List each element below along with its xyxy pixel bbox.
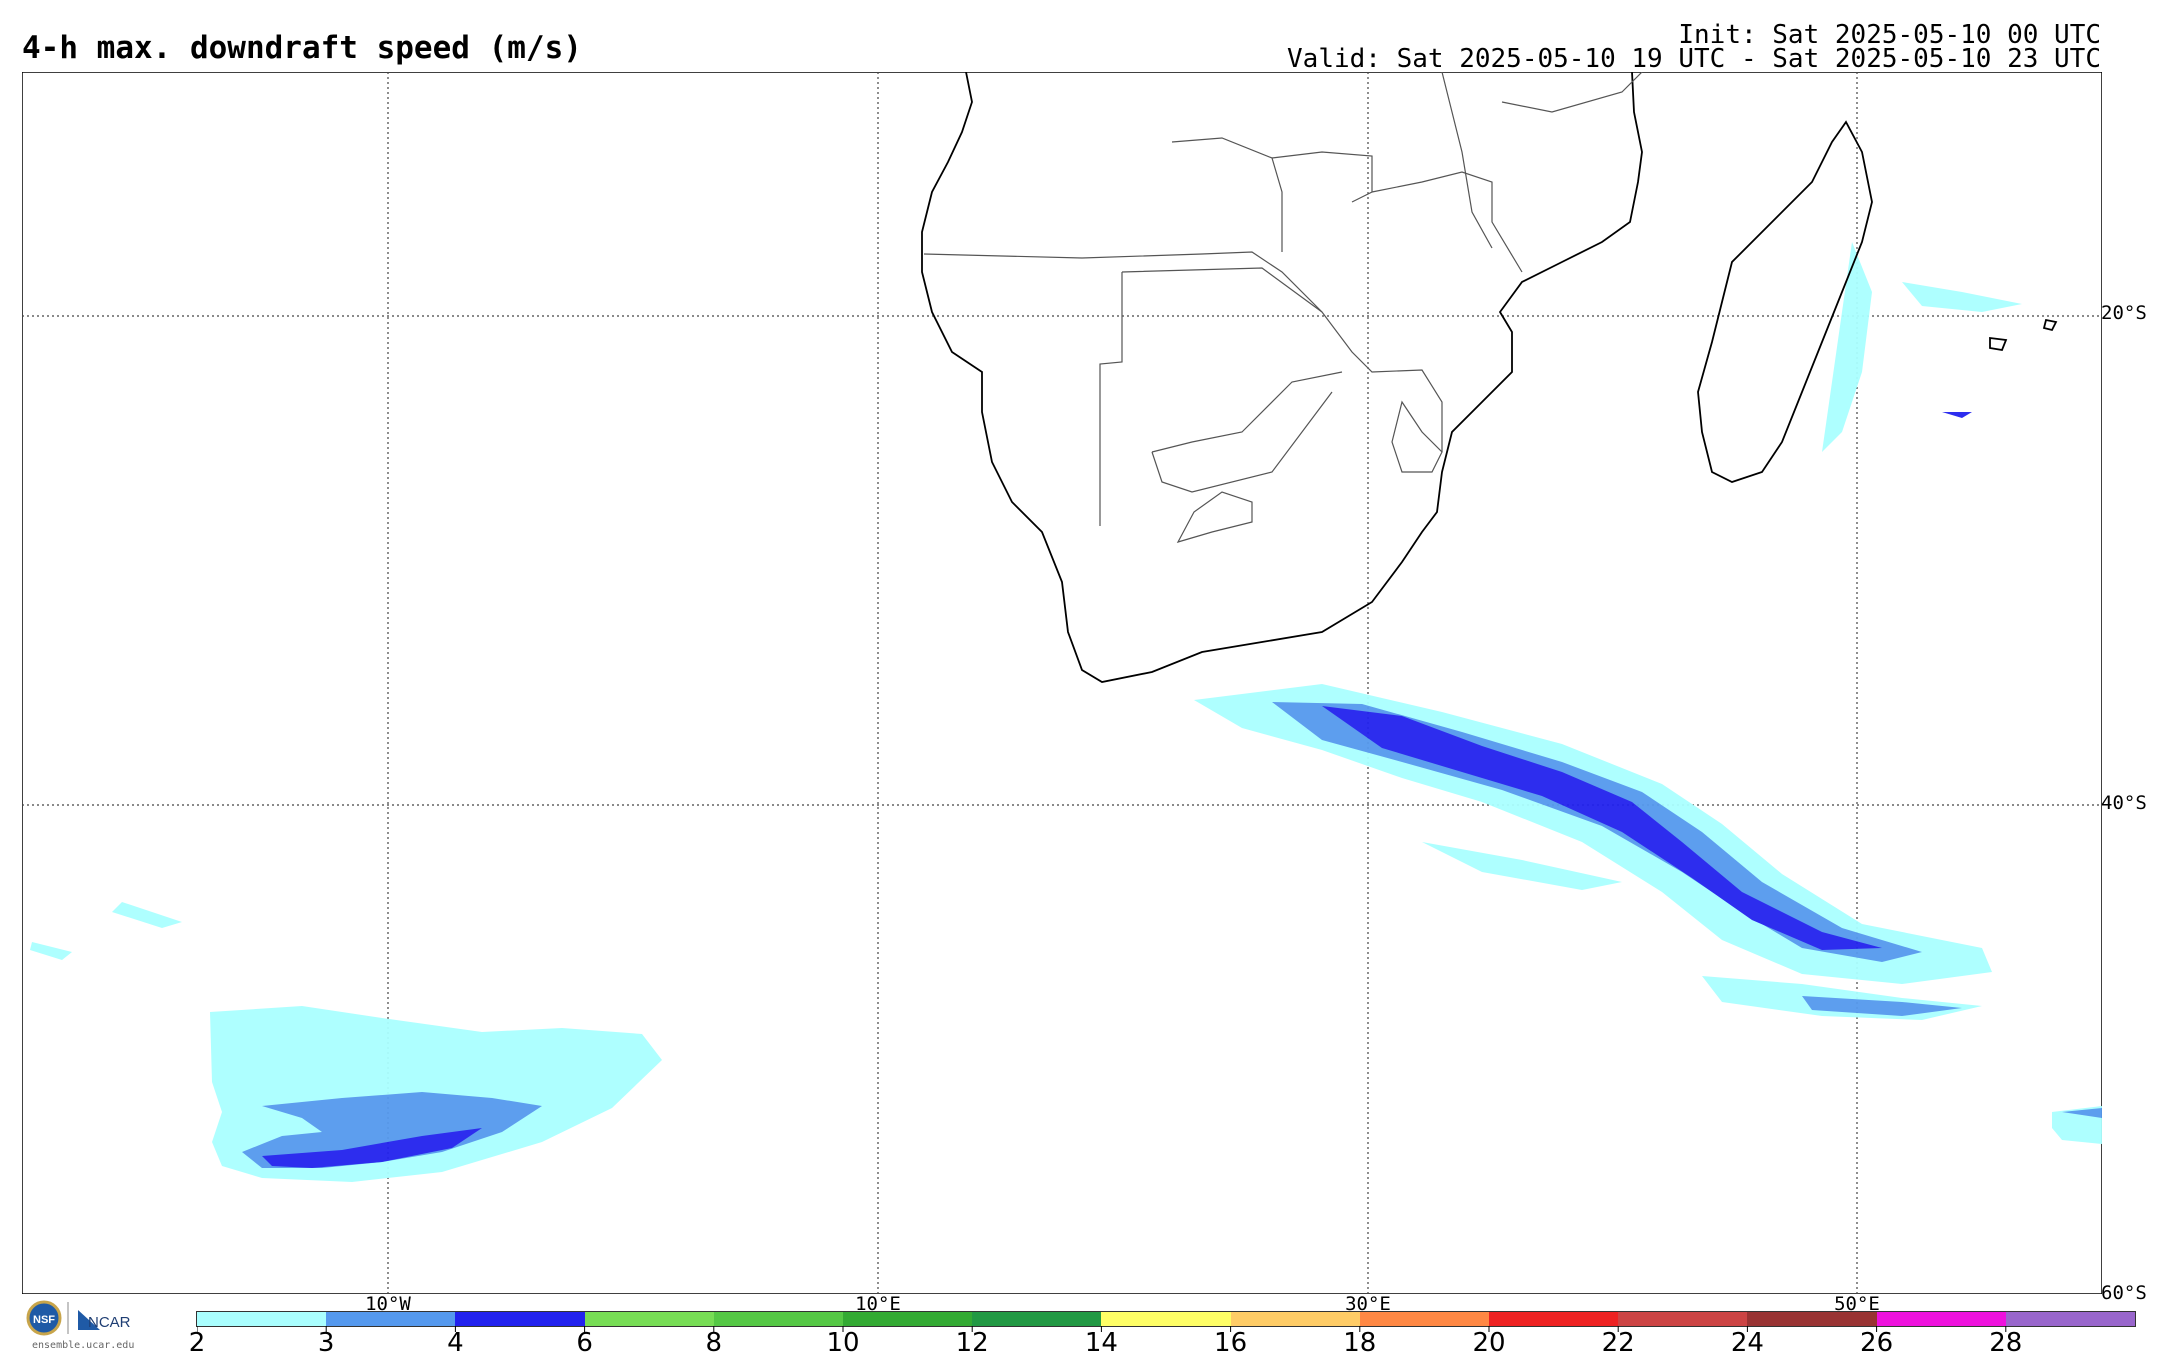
lat-label-20s: 20°S <box>2101 302 2147 324</box>
colorbar-swatch <box>1489 1312 1619 1326</box>
lon-label-10e: 10°E <box>855 1293 901 1315</box>
coastline-africa <box>921 72 1643 683</box>
colorbar-swatch <box>2005 1312 2136 1326</box>
colorbar-swatch <box>972 1312 1102 1326</box>
colorbar-label: 14 <box>1084 1328 1118 1358</box>
logo-url: ensemble.ucar.edu <box>32 1340 135 1351</box>
downdraft-field-madagascar <box>1822 242 2022 452</box>
colorbar <box>196 1311 2136 1327</box>
colorbar-label: 16 <box>1214 1328 1248 1358</box>
colorbar-swatch <box>455 1312 585 1326</box>
colorbar-label: 3 <box>317 1328 335 1358</box>
downdraft-field-southeast <box>1194 684 2102 1144</box>
lon-label-10w: 10°W <box>365 1293 411 1315</box>
colorbar-label: 26 <box>1860 1328 1894 1358</box>
lat-label-40s: 40°S <box>2101 792 2147 814</box>
colorbar-label: 22 <box>1601 1328 1635 1358</box>
colorbar-label: 18 <box>1343 1328 1377 1358</box>
colorbar-swatch <box>1359 1312 1490 1326</box>
colorbar-swatch <box>584 1312 714 1326</box>
graticule <box>22 72 2102 1294</box>
colorbar-swatch <box>843 1312 973 1326</box>
valid-time: Valid: Sat 2025-05-10 19 UTC - Sat 2025-… <box>1287 44 2101 74</box>
colorbar-label: 2 <box>188 1328 206 1358</box>
map-panel <box>22 72 2102 1294</box>
colorbar-label: 12 <box>955 1328 989 1358</box>
colorbar-swatch <box>1618 1312 1748 1326</box>
colorbar-ticks <box>197 1326 2007 1332</box>
lon-label-30e: 30°E <box>1345 1293 1391 1315</box>
lon-label-50e: 50°E <box>1834 1293 1880 1315</box>
colorbar-swatch <box>1876 1312 2006 1326</box>
ncar-logo-text: NCAR <box>88 1314 131 1331</box>
colorbar-label: 20 <box>1472 1328 1506 1358</box>
colorbar-swatch <box>1747 1312 1877 1326</box>
downdraft-field-southwest <box>30 902 662 1182</box>
nsf-ncar-logo: NSF NCAR <box>26 1300 131 1336</box>
colorbar-label: 28 <box>1989 1328 2023 1358</box>
colorbar-label: 24 <box>1730 1328 1764 1358</box>
chart-title: 4-h max. downdraft speed (m/s) <box>22 30 582 66</box>
colorbar-label: 6 <box>576 1328 593 1358</box>
colorbar-label: 4 <box>447 1328 464 1358</box>
country-borders <box>923 72 1643 543</box>
colorbar-label: 8 <box>705 1328 723 1358</box>
colorbar-swatch <box>197 1312 327 1326</box>
init-time: Init: Sat 2025-05-10 00 UTC <box>1678 20 2101 50</box>
colorbar-swatch <box>713 1312 844 1326</box>
nsf-logo-text: NSF <box>33 1314 55 1326</box>
colorbar-label: 10 <box>826 1328 860 1358</box>
coastline-madagascar <box>1697 120 2058 483</box>
colorbar-swatch <box>1101 1312 1231 1326</box>
colorbar-swatch <box>1230 1312 1360 1326</box>
lat-label-60s: 60°S <box>2101 1282 2147 1304</box>
colorbar-swatch <box>326 1312 456 1326</box>
